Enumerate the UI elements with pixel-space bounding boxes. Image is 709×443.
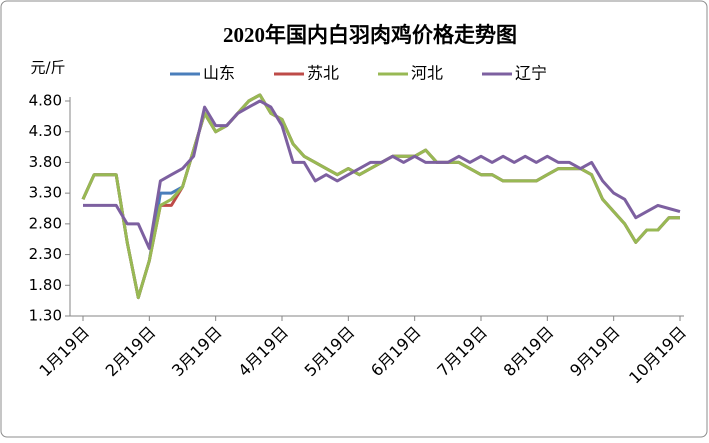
legend-label: 河北 (411, 64, 443, 83)
y-tick-label: 4.80 (29, 92, 62, 110)
y-tick-label: 1.30 (29, 307, 62, 325)
chart-title: 2020年国内白羽肉鸡价格走势图 (223, 23, 517, 47)
y-tick-label: 1.80 (29, 276, 62, 294)
legend-label: 苏北 (307, 64, 339, 83)
y-axis-label: 元/斤 (30, 59, 65, 77)
y-tick-label: 2.80 (29, 214, 62, 232)
series-line (83, 99, 681, 250)
y-tick-label: 3.30 (29, 184, 62, 202)
legend-label: 山东 (203, 64, 235, 83)
y-tick-label: 3.80 (29, 153, 62, 171)
legend-label: 辽宁 (515, 64, 547, 83)
y-tick-label: 4.30 (29, 122, 62, 140)
y-tick-label: 2.30 (29, 245, 62, 263)
